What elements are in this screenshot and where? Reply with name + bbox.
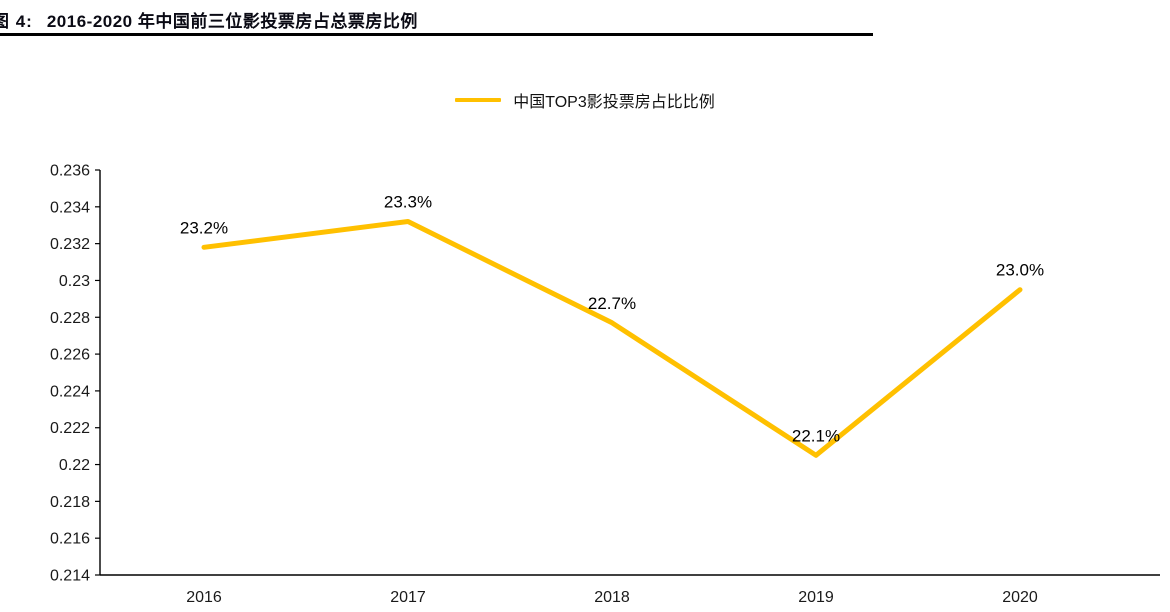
legend-series-label: 中国TOP3影投票房占比比例 xyxy=(513,94,715,111)
series-line xyxy=(201,219,1023,458)
x-tick-label: 2018 xyxy=(594,589,630,606)
x-tick-label: 2017 xyxy=(390,589,426,606)
figure-header: 图 4: 2016-2020 年中国前三位影投票房占总票房比例 xyxy=(0,7,1170,32)
header-divider-rule xyxy=(0,33,873,36)
x-tick-label: 2016 xyxy=(186,589,222,606)
data-point-label: 22.7% xyxy=(588,294,636,313)
data-point-label: 23.0% xyxy=(996,261,1044,280)
y-tick-label: 0.226 xyxy=(50,347,90,364)
y-tick-label: 0.222 xyxy=(50,420,90,437)
data-point-label: 23.3% xyxy=(384,193,432,212)
line-chart-canvas: 0.2360.2340.2320.230.2280.2260.2240.2220… xyxy=(50,163,1160,606)
x-tick-label: 2019 xyxy=(798,589,834,606)
data-point-label: 22.1% xyxy=(792,426,840,445)
chart-legend: 中国TOP3影投票房占比比例 xyxy=(0,88,1170,112)
y-tick-label: 0.23 xyxy=(59,273,90,290)
figure-title: 2016-2020 年中国前三位影投票房占总票房比例 xyxy=(46,12,418,31)
y-tick-label: 0.214 xyxy=(50,568,90,585)
y-tick-label: 0.216 xyxy=(50,531,90,548)
legend-line-swatch xyxy=(455,98,502,102)
y-tick-label: 0.236 xyxy=(50,163,90,180)
y-tick-label: 0.234 xyxy=(50,199,90,216)
y-tick-label: 0.228 xyxy=(50,310,90,327)
y-tick-label: 0.232 xyxy=(50,236,90,253)
y-tick-label: 0.22 xyxy=(59,457,90,474)
x-tick-label: 2020 xyxy=(1002,589,1038,606)
y-tick-label: 0.218 xyxy=(50,494,90,511)
chart-area: 0.236 0.234 0.232 0.23 0.228 0.226 0.224 0.222 0… xyxy=(0,140,1170,612)
data-point-label: 23.2% xyxy=(180,218,228,237)
figure-number-label: 图 4: xyxy=(0,12,33,31)
y-tick-label: 0.224 xyxy=(50,383,90,400)
